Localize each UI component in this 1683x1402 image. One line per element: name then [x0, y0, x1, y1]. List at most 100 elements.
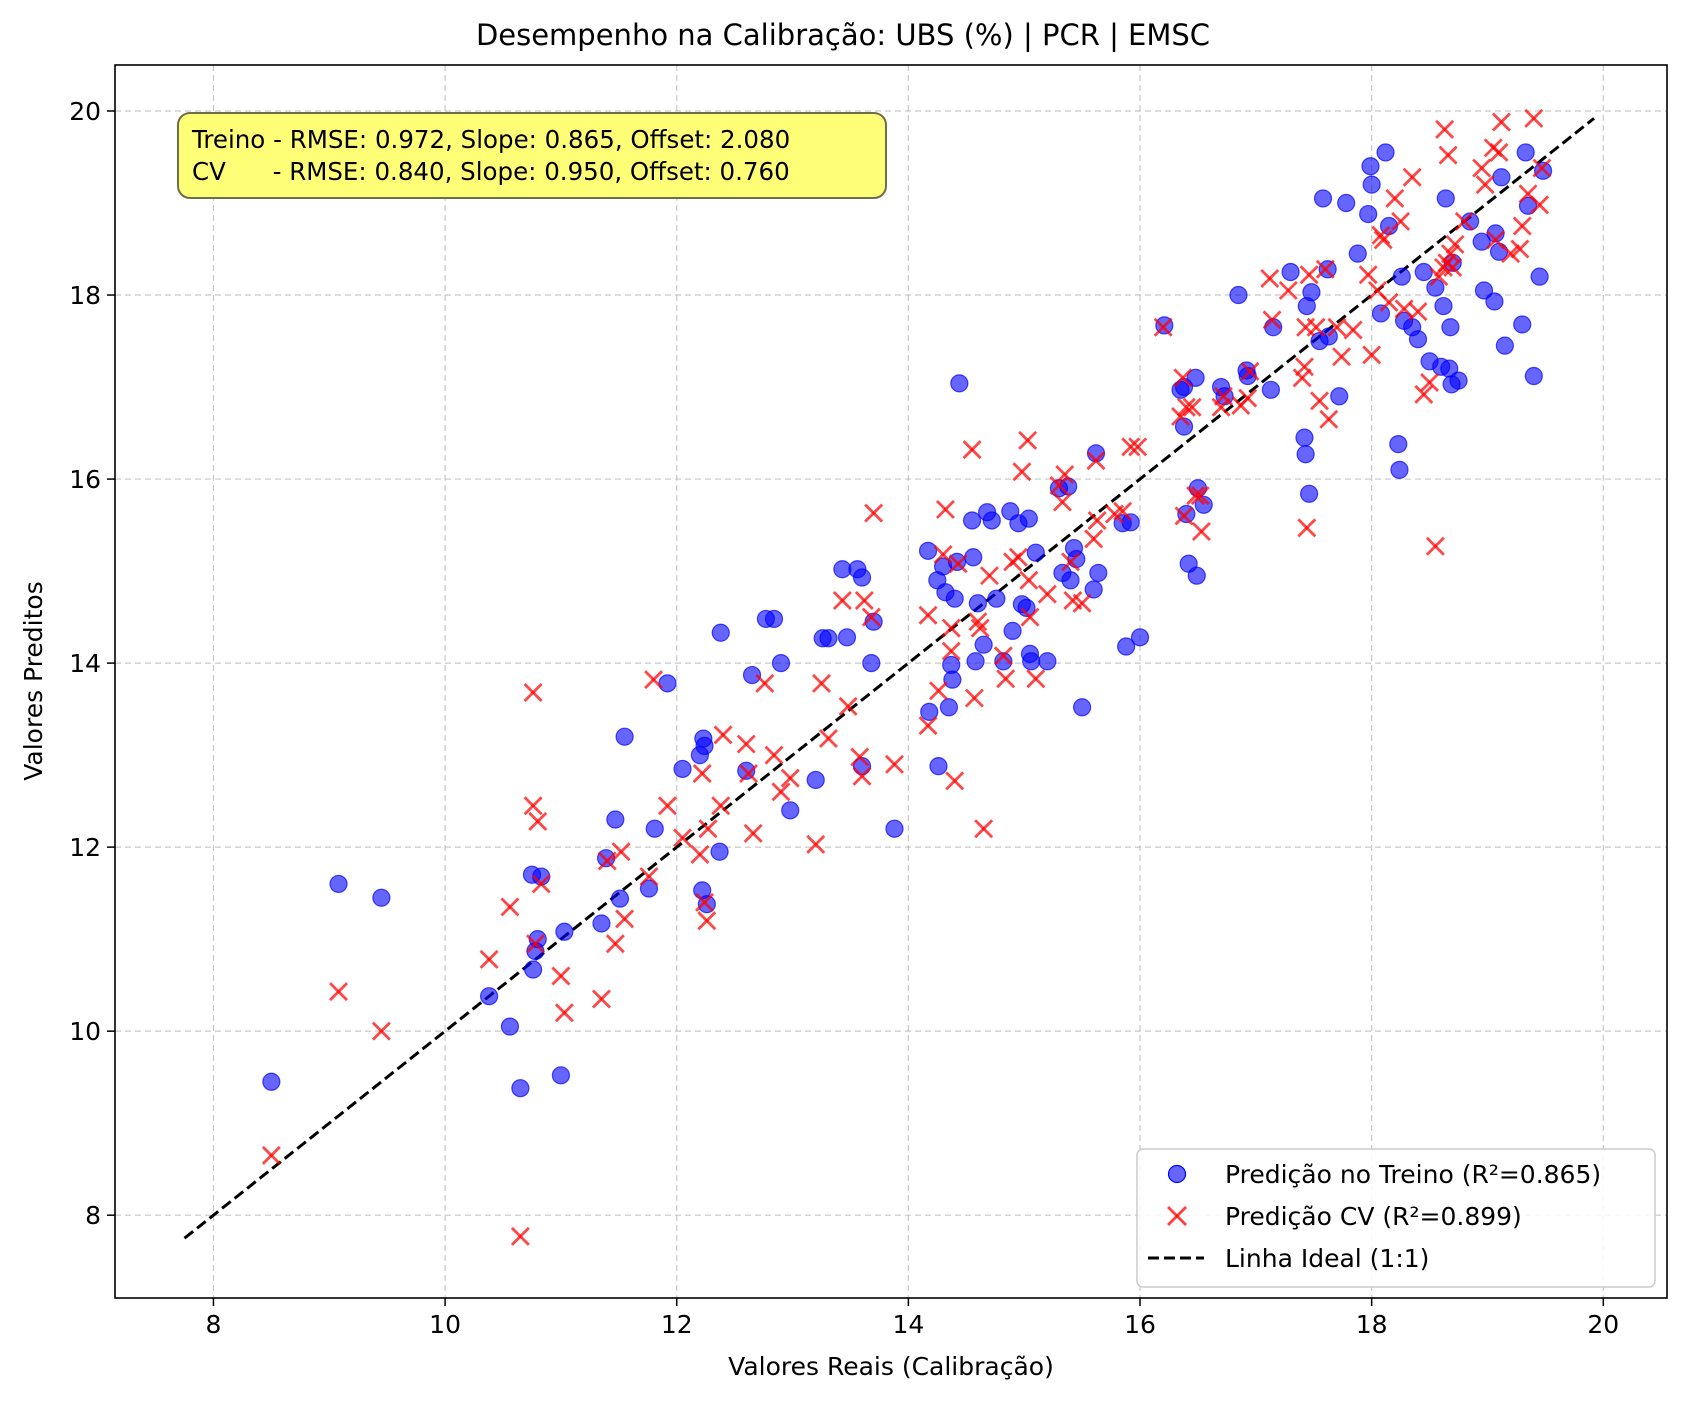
point-cv [864, 503, 884, 523]
point-cv [500, 897, 520, 917]
point-cv [1435, 119, 1455, 139]
point-cv [698, 819, 718, 839]
point-cv [1425, 536, 1445, 556]
point-cv [1379, 292, 1399, 312]
point-cv [1052, 492, 1072, 512]
point-cv [780, 768, 800, 788]
point-treino [1441, 318, 1460, 337]
x-tick-label: 16 [1124, 1310, 1156, 1339]
plot-frame [114, 64, 1668, 1299]
point-treino [1530, 267, 1549, 286]
point-cv [1358, 265, 1378, 285]
point-treino [1337, 193, 1356, 213]
point-treino [1130, 628, 1150, 647]
point-treino [1073, 698, 1092, 717]
point-cv [1240, 361, 1260, 381]
point-cv [1512, 216, 1532, 236]
point-cv [510, 1226, 530, 1246]
point-treino [695, 736, 714, 756]
point-treino [1187, 566, 1206, 585]
point-treino [606, 810, 625, 829]
point-cv [1211, 397, 1231, 417]
point-treino [1389, 435, 1408, 454]
point-cv [479, 949, 499, 969]
point-cv [1294, 357, 1314, 377]
point-treino [987, 589, 1006, 608]
point-cv [1489, 142, 1509, 162]
point-treino [1089, 563, 1108, 583]
legend-box [1136, 1148, 1656, 1288]
point-cv [812, 673, 831, 693]
point-cv [1429, 267, 1449, 287]
point-treino [1362, 175, 1381, 194]
point-treino [950, 374, 969, 393]
y-tick-label: 14 [69, 649, 101, 678]
point-treino [1295, 428, 1314, 447]
point-treino [885, 819, 904, 838]
point-cv [1174, 506, 1194, 526]
point-treino [711, 623, 730, 642]
point-cv [1019, 570, 1039, 590]
ideal-line [183, 117, 1595, 1240]
point-treino [1117, 637, 1136, 656]
point-cv [1454, 211, 1474, 231]
point-cv [964, 688, 984, 708]
point-treino [710, 842, 729, 861]
point-cv [528, 811, 548, 831]
point-cv [1332, 347, 1352, 367]
point-cv [551, 966, 571, 986]
point-treino [329, 874, 348, 894]
point-treino [1348, 244, 1367, 263]
point-cv [1238, 388, 1258, 408]
point-cv [523, 683, 543, 703]
point-cv [1530, 195, 1550, 215]
point-treino [1474, 281, 1494, 300]
point-cv [850, 747, 870, 767]
point-treino [771, 653, 791, 673]
point-cv [1176, 397, 1196, 417]
point-cv [1113, 501, 1133, 521]
point-treino [1408, 330, 1428, 349]
point-cv [1472, 158, 1492, 178]
point-cv [996, 669, 1016, 689]
point-treino [673, 759, 692, 779]
point-treino [262, 1072, 281, 1091]
point-cv [1443, 257, 1463, 277]
point-cv [1072, 593, 1092, 613]
point-cv [261, 1145, 281, 1165]
point-treino [1302, 283, 1321, 302]
point-cv [743, 823, 763, 843]
point-cv [968, 612, 988, 632]
point-cv [690, 844, 710, 864]
stats-annotation-box [177, 112, 887, 199]
point-cv [1501, 244, 1521, 264]
point-cv [979, 566, 999, 586]
point-cv [713, 725, 733, 745]
y-axis-label: Valores Preditos [19, 581, 48, 781]
point-cv [933, 545, 953, 565]
point-treino [1038, 652, 1057, 671]
y-tick-label: 10 [69, 1017, 101, 1046]
point-cv [1373, 230, 1393, 250]
y-tick-label: 12 [69, 833, 101, 862]
x-tick-label: 14 [892, 1310, 924, 1339]
point-treino [645, 819, 664, 838]
point-cv [1008, 547, 1028, 567]
point-cv [1414, 384, 1434, 404]
point-cv [1391, 211, 1411, 231]
point-treino [918, 541, 938, 560]
point-cv [673, 828, 693, 848]
point-treino [806, 770, 825, 790]
point-cv [764, 745, 784, 765]
point-treino [1296, 445, 1315, 464]
point-treino [1516, 143, 1535, 162]
point-treino [994, 652, 1013, 671]
point-treino [945, 589, 964, 608]
point-cv [1026, 669, 1046, 689]
point-treino [480, 987, 499, 1006]
point-cv [1061, 552, 1081, 572]
chart-title: Desempenho na Calibração: UBS (%) | PCR … [476, 18, 1210, 52]
point-treino [639, 879, 659, 898]
point-cv [1128, 437, 1148, 457]
